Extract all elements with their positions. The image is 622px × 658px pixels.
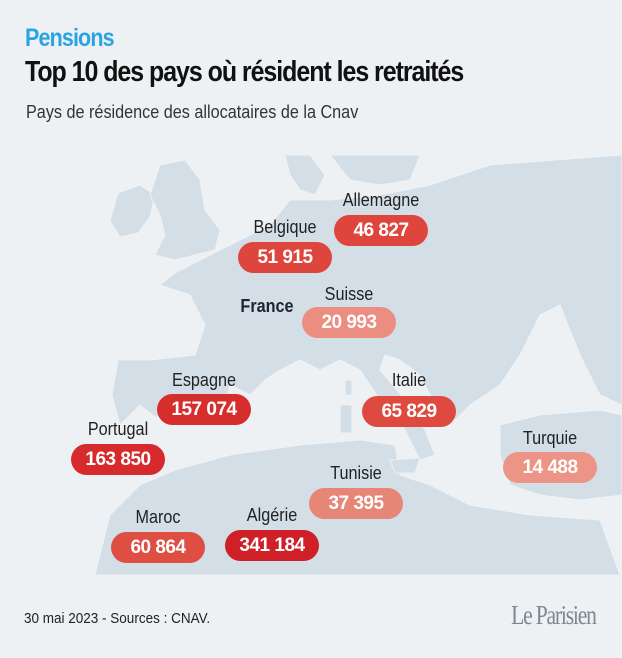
country-label-espagne: Espagne: [172, 370, 236, 390]
land-sardinia: [339, 404, 353, 434]
country-label-allemagne: Allemagne: [342, 190, 420, 210]
land-sicily: [389, 457, 421, 474]
country-value-italie: 65 829: [362, 396, 456, 427]
chart-subtitle: Pays de résidence des allocataires de la…: [26, 102, 359, 122]
country-value-algerie: 341 184: [225, 530, 319, 561]
country-value-allemagne: 46 827: [334, 215, 428, 246]
country-value-turquie: 14 488: [503, 452, 597, 483]
country-value-portugal: 163 850: [71, 444, 165, 475]
country-label-algerie: Algérie: [246, 505, 298, 525]
country-label-suisse: Suisse: [324, 284, 374, 304]
land-great-britain: [149, 159, 221, 261]
country-value-belgique: 51 915: [238, 242, 332, 273]
reference-label-france: France: [240, 296, 294, 316]
land-scandinavia: [284, 155, 326, 196]
country-label-tunisie: Tunisie: [330, 463, 382, 483]
source-note: 30 mai 2023 - Sources : CNAV.: [24, 610, 211, 627]
country-label-maroc: Maroc: [135, 507, 181, 527]
country-label-belgique: Belgique: [253, 217, 317, 237]
land-ireland: [109, 184, 156, 238]
land-sweden: [329, 155, 421, 186]
kicker: Pensions: [25, 24, 115, 52]
country-label-turquie: Turquie: [522, 428, 578, 448]
le-parisien-logo: Le Parisien: [511, 600, 597, 630]
chart-title: Top 10 des pays où résident les retraité…: [25, 56, 464, 88]
country-value-maroc: 60 864: [111, 532, 205, 563]
country-value-tunisie: 37 395: [309, 488, 403, 519]
land-corsica: [344, 379, 353, 396]
country-label-portugal: Portugal: [87, 419, 149, 439]
country-label-italie: Italie: [391, 370, 427, 390]
country-value-espagne: 157 074: [157, 394, 251, 425]
country-value-suisse: 20 993: [302, 307, 396, 338]
